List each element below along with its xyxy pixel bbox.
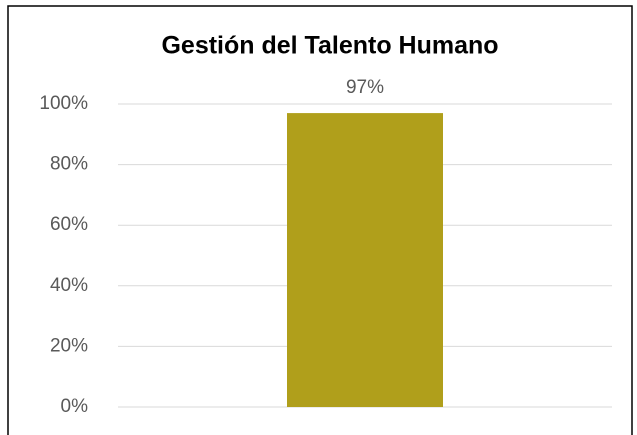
- y-tick-label: 20%: [50, 335, 88, 356]
- y-tick-label: 40%: [50, 275, 88, 296]
- data-label: 97%: [346, 77, 384, 98]
- bar: [287, 113, 443, 407]
- y-tick-label: 80%: [50, 154, 88, 175]
- y-tick-label: 100%: [39, 93, 88, 114]
- chart-title: Gestión del Talento Humano: [161, 32, 498, 60]
- y-tick-label: 60%: [50, 214, 88, 235]
- y-tick-label: 0%: [61, 396, 89, 417]
